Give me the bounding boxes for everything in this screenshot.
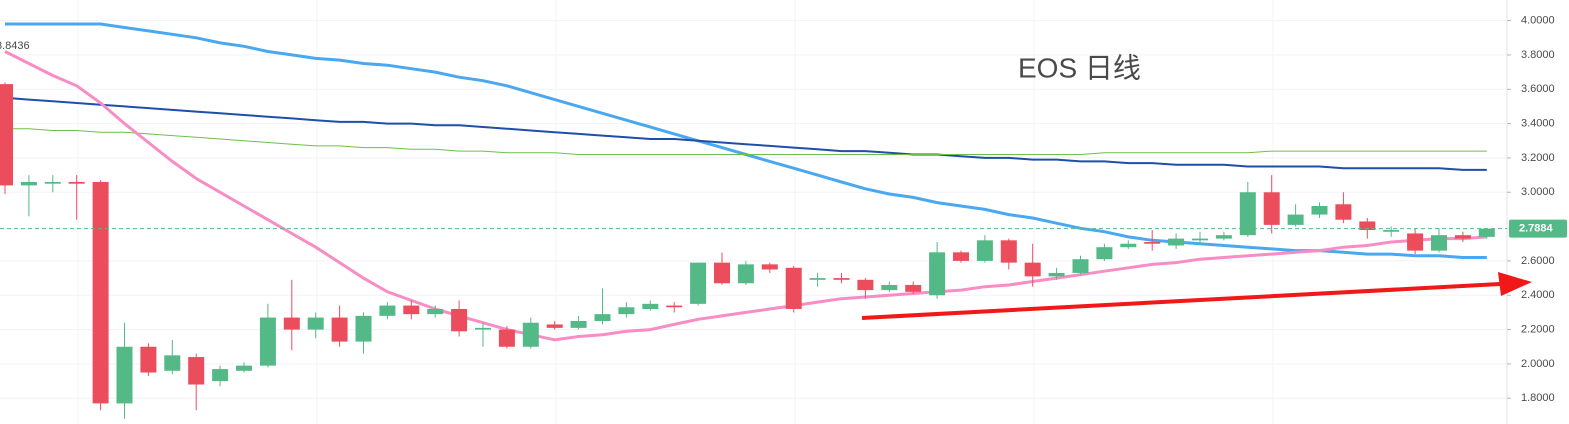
candle-body bbox=[116, 346, 133, 404]
chart-title: EOS 日线 bbox=[1018, 52, 1141, 83]
candle-body bbox=[355, 315, 372, 342]
candle-body bbox=[1168, 238, 1185, 246]
candle-body bbox=[976, 240, 993, 261]
y-tick-label: 2.0000 bbox=[1521, 358, 1555, 370]
last-price-box bbox=[1509, 219, 1567, 238]
candle-body bbox=[259, 317, 276, 366]
trend-arrow-head bbox=[1498, 272, 1532, 296]
y-tick-label: 3.0000 bbox=[1521, 186, 1555, 198]
price-axis: 4.0000 3.8000 3.6000 3.4000 3.2000 3.0000 2.60… bbox=[1507, 15, 1567, 404]
candle-body bbox=[953, 252, 969, 261]
candle-body bbox=[1383, 230, 1400, 232]
y-tick-label: 2.6000 bbox=[1521, 255, 1555, 267]
candle-body bbox=[761, 264, 778, 270]
y-tick-label: 3.6000 bbox=[1521, 83, 1555, 95]
candle-body bbox=[666, 305, 683, 308]
y-tick-label: 3.2000 bbox=[1521, 152, 1555, 164]
y-tick-label: 1.8000 bbox=[1521, 392, 1555, 404]
candle-body bbox=[1192, 238, 1208, 241]
moving-average-line bbox=[5, 128, 1487, 155]
candle-body bbox=[1359, 221, 1376, 231]
candle-body bbox=[188, 357, 205, 385]
candle-body bbox=[92, 181, 109, 404]
candle-body bbox=[44, 181, 61, 184]
overlay bbox=[861, 272, 1532, 320]
candle-body bbox=[1048, 272, 1065, 277]
y-tick-label: 2.4000 bbox=[1521, 289, 1555, 301]
candle-body bbox=[403, 305, 420, 315]
candle-body bbox=[1000, 240, 1017, 263]
candle-body bbox=[68, 181, 85, 184]
candle-body bbox=[690, 262, 707, 304]
candle-body bbox=[451, 308, 468, 332]
candle-body bbox=[833, 278, 850, 280]
candle-body bbox=[546, 324, 563, 328]
candle-body bbox=[1096, 247, 1113, 260]
candle-body bbox=[785, 267, 802, 309]
candle-body bbox=[1478, 228, 1495, 237]
candle-body bbox=[475, 327, 491, 330]
candle-body bbox=[1024, 262, 1041, 277]
candle-body bbox=[20, 181, 37, 186]
candle-body bbox=[379, 305, 396, 316]
candle-body bbox=[642, 303, 659, 309]
candle-body bbox=[1431, 235, 1447, 251]
candle-body bbox=[1120, 243, 1137, 248]
candle-body bbox=[1311, 205, 1328, 215]
candle-body bbox=[331, 317, 348, 342]
candle-body bbox=[594, 314, 611, 322]
candles bbox=[0, 82, 1507, 419]
candle-body bbox=[570, 321, 587, 328]
candle-body bbox=[1407, 233, 1424, 251]
moving-average-line bbox=[4, 96, 1487, 171]
candle-body bbox=[212, 369, 229, 382]
candle-body bbox=[881, 284, 898, 291]
candle-body bbox=[1287, 214, 1304, 225]
candle-body bbox=[857, 279, 874, 291]
moving-average-line bbox=[4, 50, 1487, 342]
trend-arrow bbox=[861, 282, 1501, 320]
candle-body bbox=[164, 355, 181, 371]
last-price-label: 2.7884 bbox=[1519, 222, 1554, 234]
y-tick-label: 4.0000 bbox=[1521, 15, 1555, 27]
grid bbox=[0, 0, 1507, 424]
y-tick-label: 2.2000 bbox=[1521, 323, 1555, 335]
candle-body bbox=[0, 84, 13, 186]
moving-averages bbox=[4, 22, 1487, 342]
y-tick-label: 3.4000 bbox=[1521, 118, 1555, 130]
candle-body bbox=[1215, 235, 1232, 239]
candle-body bbox=[905, 284, 922, 292]
candle-body bbox=[714, 262, 730, 284]
y-tick-label: 3.8000 bbox=[1521, 49, 1555, 61]
candle-body bbox=[1454, 235, 1471, 239]
candle-body bbox=[737, 264, 754, 284]
candle-body bbox=[1239, 192, 1256, 236]
candle-body bbox=[1144, 242, 1161, 244]
candle-body bbox=[1263, 192, 1280, 225]
candle-body bbox=[307, 317, 324, 330]
candle-body bbox=[618, 307, 635, 315]
annotation: 3.8436 bbox=[0, 40, 30, 52]
candle-body bbox=[1335, 204, 1352, 220]
candle-body bbox=[498, 329, 515, 347]
candle-body bbox=[809, 278, 826, 280]
candle-body bbox=[283, 317, 300, 330]
candle-body bbox=[929, 252, 946, 296]
candle-body bbox=[427, 308, 444, 315]
candle-body bbox=[522, 322, 539, 347]
candle-body bbox=[1072, 259, 1089, 273]
candle-body bbox=[140, 346, 157, 373]
candle-body bbox=[236, 365, 252, 371]
